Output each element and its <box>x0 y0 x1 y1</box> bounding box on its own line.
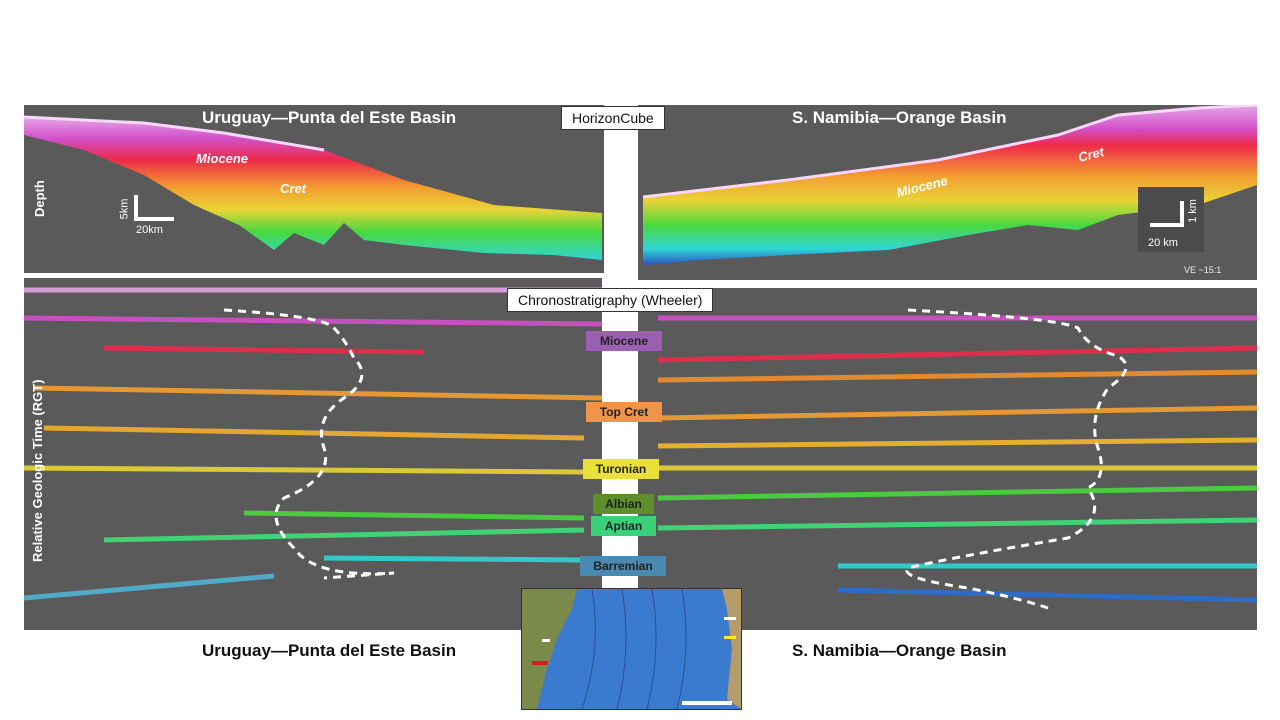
ve-label: VE ~15:1 <box>1184 265 1222 275</box>
location-map <box>521 588 742 710</box>
namibia-depth-panel: S. Namibia—Orange Basin Miocene Cret 1 k… <box>638 105 1257 280</box>
era-albian: Albian <box>593 494 654 514</box>
namibia-scale-bar <box>1150 201 1184 227</box>
namibia-title-bottom: S. Namibia—Orange Basin <box>792 641 1007 660</box>
uruguay-scale-v: 5km <box>118 198 131 220</box>
namibia-wheeler-diagram <box>657 308 1257 610</box>
uruguay-scale-bar <box>134 195 174 221</box>
depth-label: Depth <box>32 180 47 217</box>
namibia-title-top: S. Namibia—Orange Basin <box>792 108 1007 127</box>
uruguay-cret-label: Cret <box>280 181 307 196</box>
era-top-cret: Top Cret <box>586 402 662 422</box>
era-miocene: Miocene <box>586 331 662 351</box>
uruguay-wheeler-diagram <box>24 287 602 601</box>
uruguay-wheeler-panel <box>24 278 602 630</box>
rgt-label: Relative Geologic Time (RGT) <box>30 379 45 562</box>
namibia-scale-h: 20 km <box>1148 237 1178 249</box>
uruguay-scale-h: 20km <box>136 224 163 236</box>
wheeler-label: Chronostratigraphy (Wheeler) <box>507 288 714 312</box>
location-map-graphic <box>522 589 741 709</box>
era-barremian: Barremian <box>580 556 666 576</box>
uruguay-miocene-label: Miocene <box>196 151 249 166</box>
uruguay-title-bottom: Uruguay—Punta del Este Basin <box>202 641 457 660</box>
namibia-scale-v: 1 km <box>1186 199 1199 223</box>
uruguay-depth-panel: Uruguay—Punta del Este Basin Depth Mioce… <box>24 105 604 273</box>
era-turonian: Turonian <box>583 459 659 479</box>
uruguay-title-top: Uruguay—Punta del Este Basin <box>202 108 457 127</box>
namibia-depth-section <box>642 105 1257 265</box>
namibia-wheeler-panel <box>638 288 1257 630</box>
uruguay-depth-section <box>24 115 602 260</box>
namibia-scale-bg <box>1138 187 1204 252</box>
horizoncube-label: HorizonCube <box>561 106 665 130</box>
era-aptian: Aptian <box>591 516 656 536</box>
